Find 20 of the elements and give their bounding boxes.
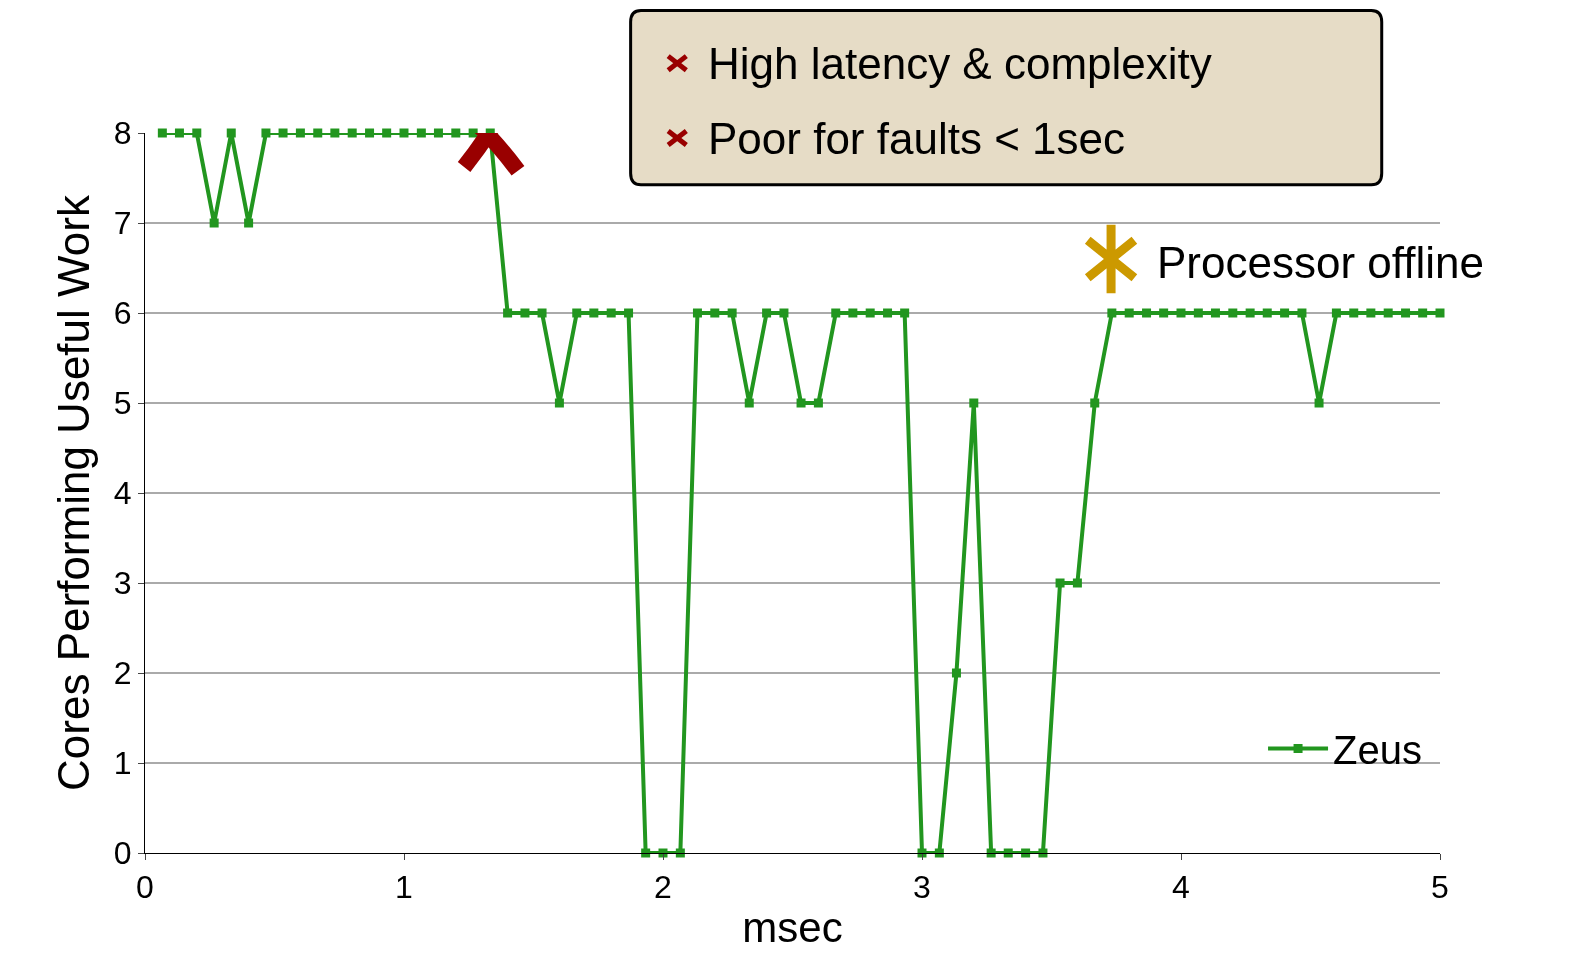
y-tick-label: 5 — [113, 385, 132, 422]
y-tick-label: 2 — [113, 655, 132, 692]
y-tick-label: 8 — [113, 115, 132, 152]
x-tick-label: 1 — [395, 869, 413, 906]
x-tick-label: 2 — [654, 869, 672, 906]
y-tick-label: 3 — [113, 565, 132, 602]
y-tick-label: 7 — [113, 205, 132, 242]
legend-label: Zeus — [1333, 728, 1422, 773]
y-axis-title: Cores Performing Useful Work — [48, 194, 98, 791]
y-tick-label: 0 — [113, 835, 132, 872]
y-tick-label: 6 — [113, 295, 132, 332]
x-tick-label: 3 — [913, 869, 931, 906]
y-tick-label: 1 — [113, 745, 132, 782]
annotation: Processor offline — [1157, 238, 1484, 287]
x-tick-label: 5 — [1431, 869, 1449, 906]
x-tick-label: 4 — [1172, 869, 1190, 906]
annotation: Poor for faults < 1sec — [708, 114, 1125, 163]
text: High latency & complexity — [708, 39, 1212, 88]
y-tick-label: 4 — [113, 475, 132, 512]
x-axis-title: msec — [742, 904, 843, 952]
